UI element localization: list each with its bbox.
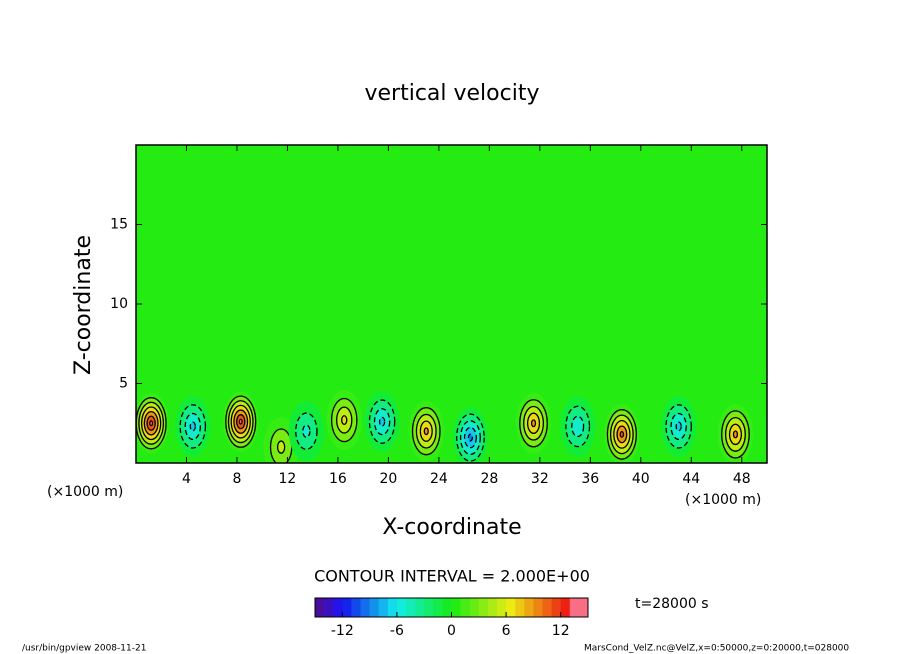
colorbar-segment [424,598,434,617]
colorbar-segment [406,598,416,617]
contour-cell [619,430,625,438]
footer-left: /usr/bin/gpview 2008-11-21 [22,644,146,654]
x-tick-label: 48 [733,471,751,487]
colorbar-segment [324,598,334,617]
y-axis-label: Z-coordinate [71,235,96,375]
colorbar-segment [487,598,498,617]
colorbar-segment [469,598,480,617]
colorbar-tick-label: 12 [552,623,570,639]
x-tick-label: 36 [581,471,599,487]
x-tick-label: 16 [329,471,347,487]
contour-cell [238,418,243,425]
contour-cell [732,430,739,439]
colorbar-segment [369,598,379,617]
contour-cell [341,415,348,426]
colorbar-segment [387,598,398,617]
colorbar-segment [551,598,561,617]
colorbar-segment [351,598,361,617]
x-tick-label: 40 [632,471,650,487]
colorbar-segment [415,598,425,617]
y-unit-label: (×1000 m) [47,484,123,500]
colorbar-segment [378,598,389,617]
y-tick-label: 10 [110,296,128,312]
colorbar-segment [360,598,370,617]
colorbar-segment [442,598,452,617]
x-tick-label: 12 [279,471,297,487]
colorbar-segment [315,598,325,617]
colorbar-tick-label: -6 [390,623,404,639]
colorbar-segment [569,598,580,617]
colorbar-segment [451,598,461,617]
x-axis-label: X-coordinate [382,515,521,540]
colorbar-segment [433,598,443,617]
contour-cell [149,420,154,427]
colorbar-segment [333,598,343,617]
colorbar-tick-label: 0 [447,623,456,639]
y-tick-label: 5 [119,376,128,392]
colorbar-segment [506,598,516,617]
contour-cell [675,421,682,432]
contour-cell [530,419,537,428]
x-tick-label: 8 [232,471,241,487]
x-tick-label: 4 [182,471,191,487]
colorbar-segment [578,598,589,617]
contour-cell [571,415,585,438]
colorbar-segment [542,598,552,617]
colorbar-segment [460,598,470,617]
colorbar-segment [342,598,352,617]
footer-right: MarsCond_VelZ.nc@VelZ,x=0:50000,z=0:2000… [584,644,849,654]
contour-cell [378,416,386,427]
colorbar-segment [497,598,507,617]
colorbar-tick-label: -12 [331,623,354,639]
contour-interval: CONTOUR INTERVAL = 2.000E+00 [314,567,590,586]
x-tick-label: 28 [480,471,498,487]
time-label: t=28000 s [635,596,709,612]
colorbar-segment [533,598,543,617]
chart-title: vertical velocity [364,81,539,106]
colorbar-segment [515,598,525,617]
colorbar-segment [478,598,489,617]
colorbar-segment [396,598,407,617]
x-tick-label: 20 [379,471,397,487]
x-unit-label: (×1000 m) [685,492,761,508]
contour-cell [467,433,474,442]
colorbar-tick-label: 6 [502,623,511,639]
x-tick-label: 24 [430,471,448,487]
colorbar-segment [524,598,534,617]
y-tick-label: 15 [110,217,128,233]
contour-cell [302,424,311,438]
x-tick-label: 44 [682,471,700,487]
plot-area [136,145,767,463]
contour-cell [189,421,196,432]
colorbar-segment [560,598,571,617]
contour-cell [423,427,429,436]
x-tick-label: 32 [531,471,549,487]
contour-cell [276,440,286,454]
